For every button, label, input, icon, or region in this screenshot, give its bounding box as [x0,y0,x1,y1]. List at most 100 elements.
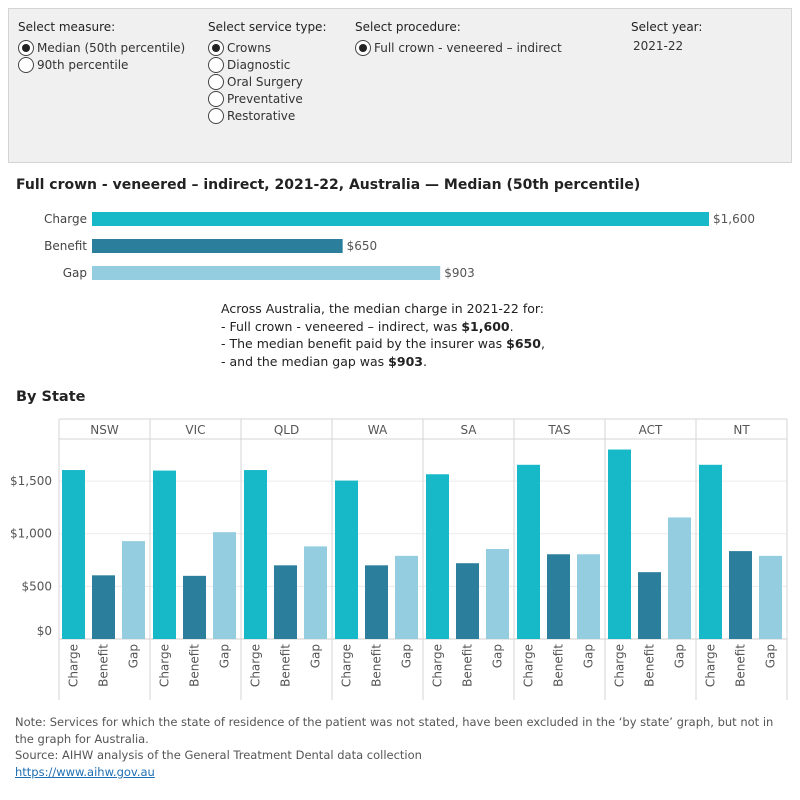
bar-nsw-charge[interactable] [62,470,85,639]
bar-nt-gap[interactable] [759,555,782,639]
bar-act-charge[interactable] [608,449,631,639]
australia-value-gap: $903 [444,266,475,280]
x-tick-label-wa-benefit: Benefit [370,644,384,687]
summary-charge-value: $1,600 [461,318,510,334]
x-tick-label-tas-benefit: Benefit [552,644,566,687]
panel-header-wa: WA [368,423,388,437]
australia-label-gap: Gap [63,266,87,280]
australia-bar-gap[interactable] [92,266,441,280]
service-option-restorative[interactable]: Restorative [208,107,326,124]
radio-selected-icon [18,39,34,56]
summary-line-1: Across Australia, the median charge in 2… [221,301,544,316]
x-tick-label-qld-benefit: Benefit [279,644,293,687]
x-tick-label-tas-charge: Charge [522,644,536,687]
bar-sa-gap[interactable] [486,549,509,639]
x-tick-label-nsw-benefit: Benefit [97,644,111,687]
service-option-diagnostic[interactable]: Diagnostic [208,56,326,73]
x-tick-label-qld-gap: Gap [309,644,323,668]
bar-vic-charge[interactable] [153,470,176,639]
summary-text: Across Australia, the median charge in 2… [221,300,545,370]
panel-header-sa: SA [460,423,477,437]
service-option-preventative[interactable]: Preventative [208,90,326,107]
measure-filter: Select measure: Median (50th percentile)… [18,20,185,73]
summary-gap-value: $903 [388,353,423,369]
bar-nt-benefit[interactable] [729,551,752,639]
bar-tas-charge[interactable] [517,464,540,639]
aihw-link[interactable]: https://www.aihw.gov.au [15,764,155,779]
bar-sa-benefit[interactable] [456,563,479,639]
panel-header-nsw: NSW [90,423,119,437]
bar-sa-charge[interactable] [426,474,449,639]
x-tick-label-nt-gap: Gap [764,644,778,668]
australia-value-charge: $1,600 [713,212,755,226]
note-text: Note: Services for which the state of re… [15,715,774,746]
bar-nsw-benefit[interactable] [92,575,115,639]
bar-qld-charge[interactable] [244,470,267,639]
x-tick-label-qld-charge: Charge [249,644,263,687]
x-tick-label-act-gap: Gap [673,644,687,668]
bar-nt-charge[interactable] [699,464,722,639]
procedure-filter-title: Select procedure: [355,20,461,34]
measure-option-90th[interactable]: 90th percentile [18,56,185,73]
bar-qld-gap[interactable] [304,546,327,639]
x-tick-label-nsw-charge: Charge [67,644,81,687]
australia-label-benefit: Benefit [44,239,87,253]
by-state-bar-chart: $0 $500 $1,000 $1,500 NSW Charge Benefit Gap VIC… [10,418,788,700]
bar-wa-charge[interactable] [335,480,358,639]
service-type-filter-title: Select service type: [208,20,327,34]
summary-benefit-value: $650 [506,336,541,351]
panel-header-nt: NT [733,423,750,437]
y-tick-label: $0 [37,624,52,638]
y-tick-label: $500 [21,579,52,593]
bar-act-benefit[interactable] [638,572,661,639]
bar-tas-benefit[interactable] [547,554,570,639]
bar-nsw-gap[interactable] [122,541,145,639]
year-value[interactable]: 2021-22 [633,39,684,53]
procedure-option-full-crown[interactable]: Full crown - veneered – indirect [355,39,562,56]
year-filter-title: Select year: [631,20,703,34]
bar-wa-benefit[interactable] [365,565,388,639]
summary-line-4: - and the median gap was $903. [221,353,427,369]
service-option-crowns[interactable]: Crowns [208,39,326,56]
x-tick-label-nt-benefit: Benefit [734,644,748,687]
australia-bar-charge[interactable] [92,212,709,226]
x-tick-label-nt-charge: Charge [704,644,718,687]
bar-wa-gap[interactable] [395,555,418,639]
australia-bar-benefit[interactable] [92,239,343,253]
by-state-title: By State [16,389,86,405]
bar-qld-benefit[interactable] [274,565,297,639]
bar-act-gap[interactable] [668,517,691,639]
radio-icon [208,73,224,90]
x-tick-label-nsw-gap: Gap [127,644,141,668]
x-tick-label-sa-benefit: Benefit [461,644,475,687]
panel-header-qld: QLD [274,423,299,437]
australia-bar-chart: Charge $1,600 Benefit $650 Gap $903 [44,212,755,280]
notes-section: Note: Services for which the state of re… [15,714,790,780]
x-tick-label-act-charge: Charge [613,644,627,687]
measure-option-median[interactable]: Median (50th percentile) [18,39,185,56]
radio-icon [208,90,224,107]
source-text: Source: AIHW analysis of the General Tre… [15,748,422,762]
filter-panel: Select measure: Median (50th percentile)… [8,8,792,163]
service-type-filter: Select service type: Crowns Diagnostic O… [208,20,326,124]
summary-line-2: - Full crown - veneered – indirect, was … [221,318,514,334]
panel-header-tas: TAS [547,423,570,437]
bar-vic-benefit[interactable] [183,575,206,639]
radio-selected-icon [208,39,224,56]
x-tick-label-vic-benefit: Benefit [188,644,202,687]
radio-icon [208,107,224,124]
x-tick-label-vic-gap: Gap [218,644,232,668]
x-tick-label-sa-charge: Charge [431,644,445,687]
australia-label-charge: Charge [44,212,87,226]
australia-chart-title: Full crown - veneered – indirect, 2021-2… [16,177,641,193]
procedure-filter: Select procedure: Full crown - veneered … [355,20,562,56]
x-tick-label-act-benefit: Benefit [643,644,657,687]
panel-header-act: ACT [639,423,663,437]
radio-icon [18,56,34,73]
bar-vic-gap[interactable] [213,532,236,639]
radio-icon [208,56,224,73]
service-option-oral-surgery[interactable]: Oral Surgery [208,73,326,90]
x-tick-label-tas-gap: Gap [582,644,596,668]
bar-tas-gap[interactable] [577,554,600,639]
x-tick-label-wa-gap: Gap [400,644,414,668]
